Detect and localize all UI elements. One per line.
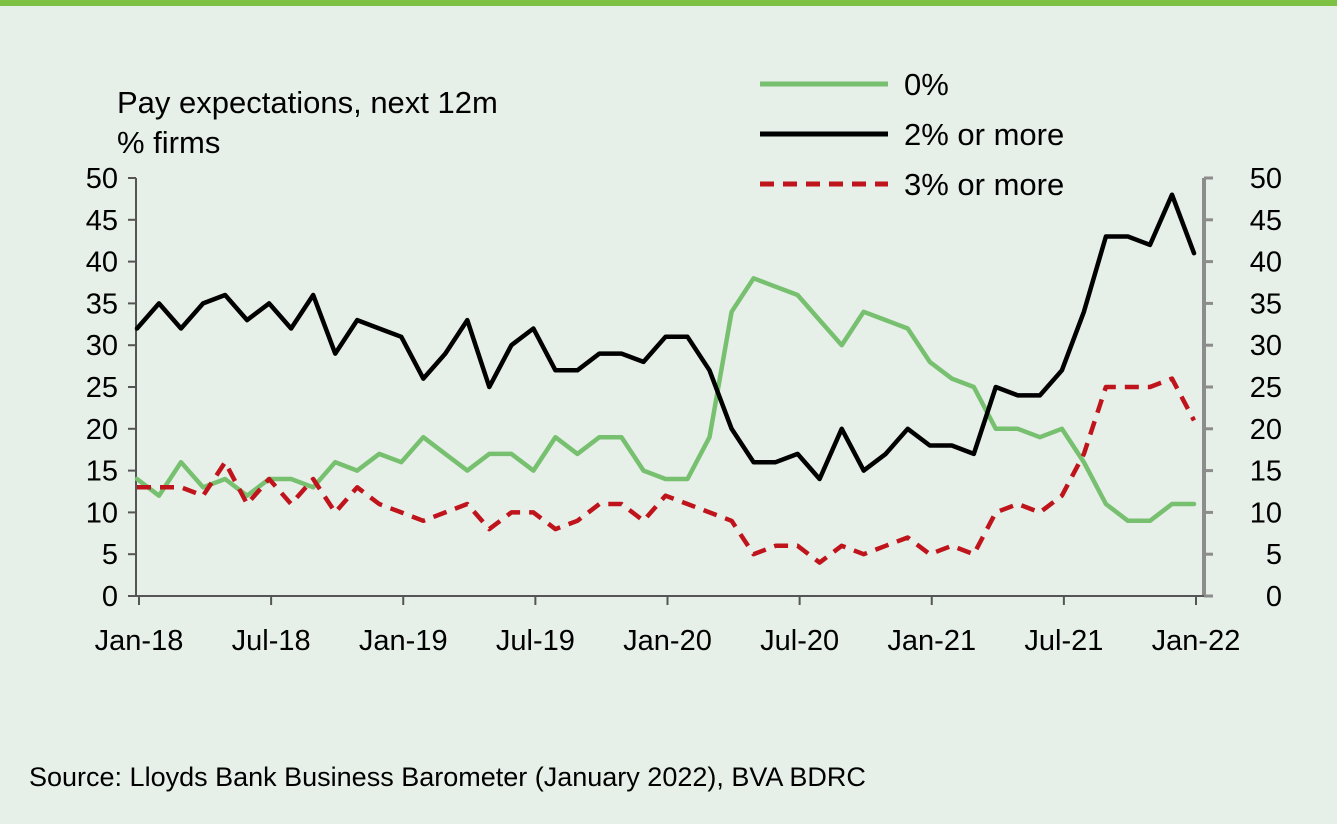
legend-label-2: 3% or more xyxy=(904,167,1064,202)
top-accent-bar xyxy=(0,0,1337,6)
axes: 0 0 5 5 10 10 15 15 20 20 25 25 30 30 35 35 40 40 45 45 50 50… xyxy=(86,163,1282,657)
y-tick-label-left-10: 50 xyxy=(86,163,118,195)
series-line-2 xyxy=(137,376,1196,565)
x-tick-label-7: Jul-21 xyxy=(1024,625,1103,657)
legend: 0% 2% or more 3% or more xyxy=(760,67,1064,202)
x-tick-label-0: Jan-18 xyxy=(95,625,184,657)
y-tick-label-left-3: 15 xyxy=(86,456,118,488)
y-tick-label-right-8: 40 xyxy=(1250,247,1282,279)
y-tick-label-right-9: 45 xyxy=(1250,205,1282,237)
y-tick-label-left-9: 45 xyxy=(86,205,118,237)
x-tick-label-6: Jan-21 xyxy=(887,625,976,657)
y-tick-label-right-3: 15 xyxy=(1250,456,1282,488)
legend-label-1: 2% or more xyxy=(904,117,1064,152)
y-tick-label-left-1: 5 xyxy=(102,539,118,571)
y-tick-label-right-10: 50 xyxy=(1250,163,1282,195)
x-tick-label-8: Jan-22 xyxy=(1152,625,1241,657)
y-tick-label-right-4: 20 xyxy=(1250,414,1282,446)
y-tick-label-right-2: 10 xyxy=(1250,497,1282,529)
x-tick-label-1: Jul-18 xyxy=(232,625,311,657)
x-tick-label-3: Jul-19 xyxy=(496,625,575,657)
series-layer xyxy=(134,192,1197,565)
y-tick-label-right-5: 25 xyxy=(1250,372,1282,404)
line-chart: Pay expectations, next 12m % firms 0% 2%… xyxy=(86,67,1282,657)
source-note: Source: Lloyds Bank Business Barometer (… xyxy=(29,762,866,792)
x-tick-label-4: Jan-20 xyxy=(623,625,712,657)
legend-label-0: 0% xyxy=(904,67,949,102)
y-tick-label-left-4: 20 xyxy=(86,414,118,446)
y-tick-label-left-2: 10 xyxy=(86,497,118,529)
x-tick-label-2: Jan-19 xyxy=(359,625,448,657)
y-tick-label-right-7: 35 xyxy=(1250,288,1282,320)
y-tick-label-left-0: 0 xyxy=(102,581,118,613)
y-tick-label-left-8: 40 xyxy=(86,247,118,279)
series-line-0 xyxy=(134,276,1197,524)
y-tick-label-left-5: 25 xyxy=(86,372,118,404)
chart-subtitle: % firms xyxy=(117,125,220,160)
chart-title: Pay expectations, next 12m xyxy=(117,85,498,120)
y-tick-label-right-1: 5 xyxy=(1266,539,1282,571)
series-line-1 xyxy=(134,192,1197,482)
y-tick-label-left-6: 30 xyxy=(86,330,118,362)
y-tick-label-left-7: 35 xyxy=(86,288,118,320)
x-tick-label-5: Jul-20 xyxy=(760,625,839,657)
y-tick-label-right-6: 30 xyxy=(1250,330,1282,362)
y-tick-label-right-0: 0 xyxy=(1266,581,1282,613)
